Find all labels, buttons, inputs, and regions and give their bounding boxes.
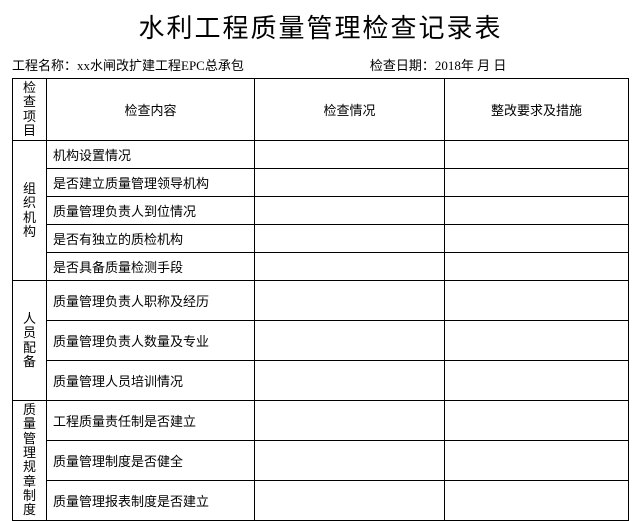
action-cell xyxy=(445,321,629,361)
header-action: 整改要求及措施 xyxy=(445,79,629,141)
action-cell xyxy=(445,197,629,225)
page-title: 水利工程质量管理检查记录表 xyxy=(12,8,629,45)
action-cell xyxy=(445,480,629,520)
header-category: 检查项目 xyxy=(13,79,47,141)
meta-date: 检查日期：2018年 月 日 xyxy=(370,55,629,74)
page-container: 水利工程质量管理检查记录表 工程名称：xx水闸改扩建工程EPC总承包 检查日期：… xyxy=(0,0,641,521)
situation-cell xyxy=(255,480,445,520)
content-cell: 质量管理负责人到位情况 xyxy=(47,197,255,225)
content-cell: 质量管理负责人职称及经历 xyxy=(47,281,255,321)
content-cell: 质量管理负责人数量及专业 xyxy=(47,321,255,361)
table-row: 质量管理人员培训情况 xyxy=(13,361,629,401)
header-situation: 检查情况 xyxy=(255,79,445,141)
table-row: 质量管理报表制度是否建立 xyxy=(13,480,629,520)
table-row: 是否有独立的质检机构 xyxy=(13,225,629,253)
situation-cell xyxy=(255,141,445,169)
table-row: 质量管理制度是否健全 xyxy=(13,440,629,480)
situation-cell xyxy=(255,440,445,480)
content-cell: 机构设置情况 xyxy=(47,141,255,169)
header-content: 检查内容 xyxy=(47,79,255,141)
category-cell-0: 组织机构 xyxy=(13,141,47,281)
table-header-row: 检查项目 检查内容 检查情况 整改要求及措施 xyxy=(13,79,629,141)
table-row: 是否具备质量检测手段 xyxy=(13,253,629,281)
date-label: 检查日期： xyxy=(370,58,435,73)
inspection-table: 检查项目 检查内容 检查情况 整改要求及措施 组织机构 机构设置情况 是否建立质… xyxy=(12,78,629,521)
table-row: 质量管理负责人到位情况 xyxy=(13,197,629,225)
project-label: 工程名称： xyxy=(12,58,77,73)
action-cell xyxy=(445,281,629,321)
meta-project: 工程名称：xx水闸改扩建工程EPC总承包 xyxy=(12,55,370,74)
table-row: 是否建立质量管理领导机构 xyxy=(13,169,629,197)
situation-cell xyxy=(255,169,445,197)
content-cell: 是否具备质量检测手段 xyxy=(47,253,255,281)
action-cell xyxy=(445,361,629,401)
meta-row: 工程名称：xx水闸改扩建工程EPC总承包 检查日期：2018年 月 日 xyxy=(12,55,629,74)
situation-cell xyxy=(255,253,445,281)
situation-cell xyxy=(255,281,445,321)
situation-cell xyxy=(255,401,445,441)
action-cell xyxy=(445,141,629,169)
category-cell-2: 质量管理规章制度 xyxy=(13,401,47,520)
action-cell xyxy=(445,253,629,281)
action-cell xyxy=(445,401,629,441)
situation-cell xyxy=(255,321,445,361)
date-value: 2018年 月 日 xyxy=(435,58,507,73)
content-cell: 质量管理制度是否健全 xyxy=(47,440,255,480)
action-cell xyxy=(445,225,629,253)
situation-cell xyxy=(255,197,445,225)
situation-cell xyxy=(255,361,445,401)
table-row: 质量管理规章制度 工程质量责任制是否建立 xyxy=(13,401,629,441)
table-row: 质量管理负责人数量及专业 xyxy=(13,321,629,361)
content-cell: 质量管理报表制度是否建立 xyxy=(47,480,255,520)
action-cell xyxy=(445,440,629,480)
category-cell-1: 人员配备 xyxy=(13,281,47,401)
project-value: xx水闸改扩建工程EPC总承包 xyxy=(77,58,244,73)
content-cell: 是否有独立的质检机构 xyxy=(47,225,255,253)
content-cell: 工程质量责任制是否建立 xyxy=(47,401,255,441)
content-cell: 是否建立质量管理领导机构 xyxy=(47,169,255,197)
table-row: 人员配备 质量管理负责人职称及经历 xyxy=(13,281,629,321)
content-cell: 质量管理人员培训情况 xyxy=(47,361,255,401)
situation-cell xyxy=(255,225,445,253)
action-cell xyxy=(445,169,629,197)
table-row: 组织机构 机构设置情况 xyxy=(13,141,629,169)
